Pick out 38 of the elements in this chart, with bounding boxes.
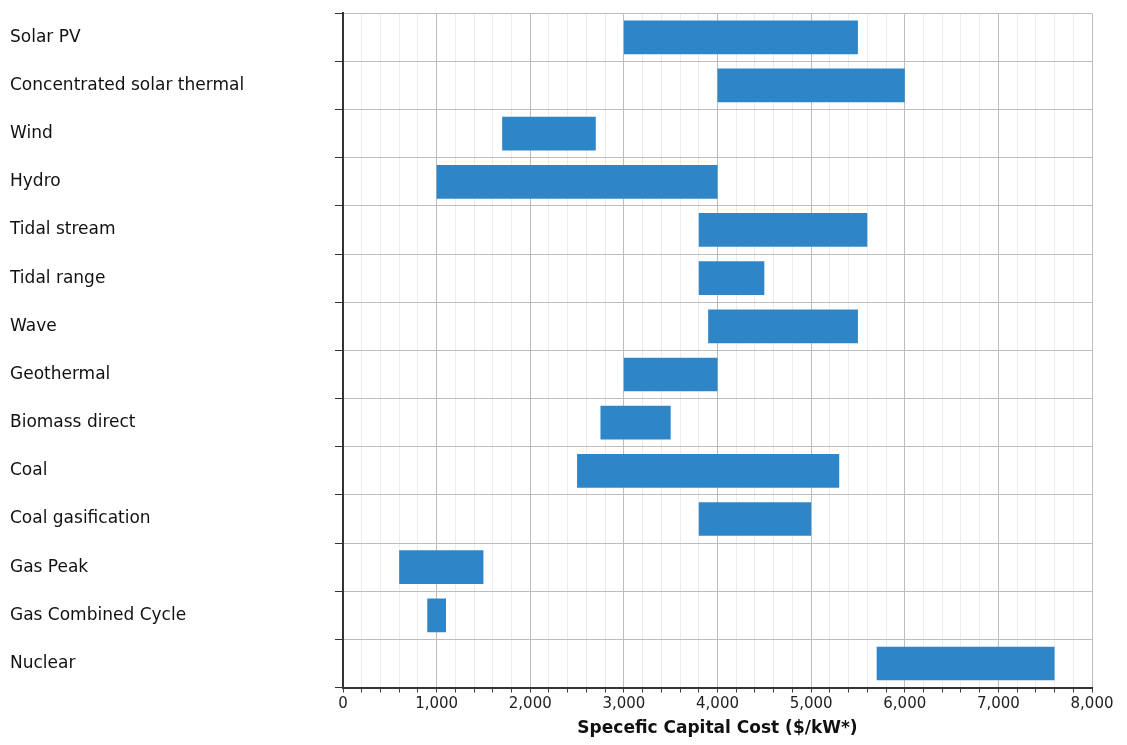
- x-tick-label: 5,000: [789, 694, 833, 713]
- bar: [698, 213, 868, 247]
- bar: [708, 309, 858, 344]
- bar: [427, 598, 446, 633]
- y-tick-label: Concentrated solar thermal: [10, 73, 245, 94]
- x-tick-label: 1,000: [415, 694, 459, 713]
- y-tick-label: Coal: [10, 459, 48, 480]
- bar: [623, 20, 858, 55]
- y-tick-label: Biomass direct: [10, 411, 136, 432]
- y-tick-label: Nuclear: [10, 651, 76, 672]
- x-tick-label: 2,000: [508, 694, 552, 713]
- bar: [577, 453, 840, 488]
- x-tick-label: 4,000: [696, 694, 739, 713]
- y-tick-label: Solar PV: [10, 25, 81, 46]
- x-tick-label: 8,000: [1070, 694, 1114, 713]
- y-tick-label: Wave: [10, 314, 57, 335]
- y-tick-label: Hydro: [10, 170, 61, 191]
- y-tick-label: Gas Peak: [10, 555, 89, 576]
- bar: [623, 357, 718, 392]
- bar: [717, 68, 905, 103]
- x-tick-label: 3,000: [602, 694, 646, 713]
- y-tick-label: Tidal range: [9, 266, 106, 287]
- bar: [399, 550, 484, 585]
- bar: [698, 502, 812, 536]
- y-tick-label: Wind: [10, 122, 53, 143]
- bar: [876, 646, 1055, 681]
- x-tick-label: 6,000: [883, 694, 927, 713]
- bar: [600, 405, 671, 440]
- bar: [698, 261, 765, 295]
- y-tick-label: Geothermal: [10, 362, 111, 383]
- y-tick-label: Gas Combined Cycle: [10, 603, 187, 624]
- y-tick-label: Coal gasification: [10, 507, 151, 528]
- y-tick-label: Tidal stream: [9, 218, 116, 239]
- x-axis-title: Specefic Capital Cost ($/kW*): [577, 717, 858, 738]
- bar: [436, 164, 718, 199]
- bar: [502, 116, 596, 151]
- x-tick-label: 0: [338, 694, 348, 713]
- x-tick-label: 7,000: [976, 694, 1020, 713]
